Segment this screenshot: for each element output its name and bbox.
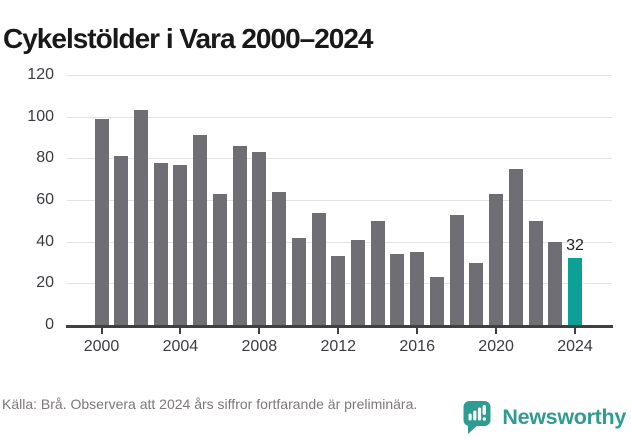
brand-name: Newsworthy: [502, 404, 626, 429]
y-tick-label-100: 100: [27, 107, 54, 125]
chart-title: Cykelstölder i Vara 2000–2024: [3, 22, 374, 54]
gridline-100: [67, 116, 612, 118]
bar-2009: [272, 191, 287, 325]
bar-2014: [370, 220, 385, 325]
bar-2015: [390, 254, 405, 325]
x-tick-2016: [416, 327, 419, 334]
bar-2001: [114, 156, 129, 325]
footer: Källa: Brå. Observera att 2024 års siffr…: [0, 395, 631, 439]
y-tick-label-0: 0: [45, 316, 54, 333]
gridline-120: [67, 75, 612, 76]
x-tick-label-2024: 2024: [557, 338, 593, 355]
bar-2023: [548, 241, 563, 325]
x-tick-label-2008: 2008: [241, 338, 278, 355]
x-tick-2008: [258, 327, 261, 334]
bar-value-label: 32: [566, 237, 584, 255]
bar-2011: [311, 212, 326, 325]
bar-2007: [232, 145, 247, 325]
bar-2019: [469, 262, 484, 325]
bar-2003: [153, 162, 168, 325]
bar-2010: [291, 237, 306, 325]
x-tick-label-2020: 2020: [478, 338, 514, 355]
newsworthy-icon: [463, 401, 491, 434]
y-tick-label-40: 40: [36, 232, 54, 250]
y-tick-label-20: 20: [36, 274, 54, 292]
bar-2020: [489, 193, 504, 325]
x-tick-2020: [495, 327, 498, 334]
bar-2012: [331, 256, 346, 325]
bar-2018: [449, 214, 464, 325]
bar-2005: [193, 135, 208, 325]
bar-2002: [133, 110, 148, 325]
gridline-60: [67, 200, 612, 201]
y-tick-label-80: 80: [36, 149, 54, 167]
bar-2006: [212, 193, 227, 325]
bar-2004: [173, 164, 188, 325]
bar-2013: [350, 239, 365, 325]
bar-2017: [429, 277, 444, 325]
x-tick-2024: [574, 327, 577, 334]
bar-2008: [252, 152, 267, 325]
x-tick-label-2012: 2012: [320, 338, 357, 355]
x-tick-2004: [179, 327, 182, 334]
bar-2021: [508, 168, 523, 325]
bar-2022: [528, 220, 543, 325]
x-tick-2000: [100, 327, 103, 334]
gridline-80: [67, 158, 612, 160]
bar-2016: [410, 252, 425, 325]
source-note: Källa: Brå. Observera att 2024 års siffr…: [2, 396, 418, 412]
x-tick-2012: [337, 327, 340, 334]
x-tick-label-2000: 2000: [83, 338, 120, 355]
x-tick-label-2004: 2004: [162, 338, 199, 355]
y-tick-label-60: 60: [36, 191, 54, 208]
bar-2024: [568, 258, 583, 328]
x-axis-line: [66, 325, 613, 328]
plot-area: [67, 75, 612, 328]
x-tick-label-2016: 2016: [399, 338, 435, 355]
bar-2000: [94, 118, 109, 325]
gridline-40: [67, 241, 612, 243]
y-tick-label-120: 120: [27, 66, 54, 83]
brand-logo: Newsworthy: [460, 398, 626, 436]
